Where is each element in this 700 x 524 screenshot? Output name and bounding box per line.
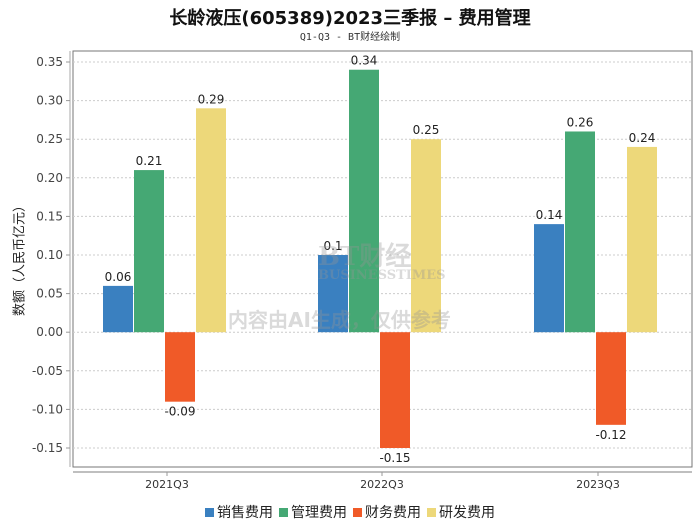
legend-swatch (353, 508, 362, 517)
legend-label: 研发费用 (439, 505, 495, 521)
bar-4-2023Q3 (627, 146, 657, 333)
data-label: -0.15 (379, 451, 410, 465)
bar-3-2023Q3 (596, 332, 626, 425)
y-tick-label: -0.05 (32, 364, 63, 378)
y-tick-label: -0.15 (32, 441, 63, 455)
y-tick-label: 0.00 (36, 325, 63, 339)
y-tick-label: 0.15 (36, 209, 63, 223)
bar-4-2022Q3 (411, 139, 441, 333)
data-label: -0.09 (164, 405, 195, 419)
legend-item[interactable]: 财务费用 (353, 505, 421, 521)
y-tick-label: 0.25 (36, 132, 63, 146)
y-tick-label: -0.10 (32, 402, 63, 416)
watermark-sub: BUSINESSTIMES (318, 268, 446, 283)
data-label: -0.12 (595, 428, 626, 442)
bar-1-2022Q3 (318, 255, 348, 333)
y-tick-label: 0.05 (36, 287, 63, 301)
legend-item[interactable]: 销售费用 (205, 505, 273, 521)
bar-1-2023Q3 (534, 224, 564, 333)
y-tick-label: 0.20 (36, 171, 63, 185)
bar-3-2022Q3 (380, 332, 410, 448)
legend-item[interactable]: 研发费用 (427, 505, 495, 521)
watermark-brand: BT财经 (318, 242, 412, 272)
bar-3-2021Q3 (165, 332, 195, 402)
legend-label: 销售费用 (217, 505, 273, 521)
bar-4-2021Q3 (196, 108, 226, 333)
bar-2-2023Q3 (565, 131, 595, 333)
data-label: 0.26 (567, 115, 594, 129)
y-tick-label: 0.30 (36, 94, 63, 108)
y-tick-label: 0.35 (36, 55, 63, 69)
x-tick-label: 2023Q3 (576, 478, 620, 491)
data-label: 0.24 (629, 131, 656, 145)
chart-subtitle: Q1-Q3 - BT财经绘制 (299, 32, 401, 43)
data-label: 0.06 (105, 270, 132, 284)
data-label: 0.1 (323, 239, 342, 253)
legend-swatch (427, 508, 436, 517)
chart-title: 长龄液压(605389)2023三季报 – 费用管理 (169, 8, 531, 29)
data-label: 0.14 (536, 208, 563, 222)
data-label: 0.25 (413, 123, 440, 137)
legend-item[interactable]: 管理费用 (279, 505, 347, 521)
x-tick-label: 2022Q3 (360, 478, 404, 491)
data-label: 0.34 (351, 54, 378, 68)
bar-2-2022Q3 (349, 69, 379, 333)
data-label: 0.21 (136, 154, 163, 168)
x-tick-label: 2021Q3 (145, 478, 189, 491)
legend-label: 财务费用 (365, 505, 421, 521)
legend-swatch (205, 508, 214, 517)
plot-frame (72, 50, 693, 468)
bar-1-2021Q3 (103, 285, 133, 333)
bar-2-2021Q3 (134, 170, 164, 333)
watermark-notice: 内容由AI生成，仅供参考 (228, 308, 451, 332)
legend-swatch (279, 508, 288, 517)
legend: 销售费用 管理费用 财务费用 研发费用 (0, 502, 700, 522)
legend-label: 管理费用 (291, 505, 347, 521)
y-tick-label: 0.10 (36, 248, 63, 262)
data-label: 0.29 (198, 92, 225, 106)
